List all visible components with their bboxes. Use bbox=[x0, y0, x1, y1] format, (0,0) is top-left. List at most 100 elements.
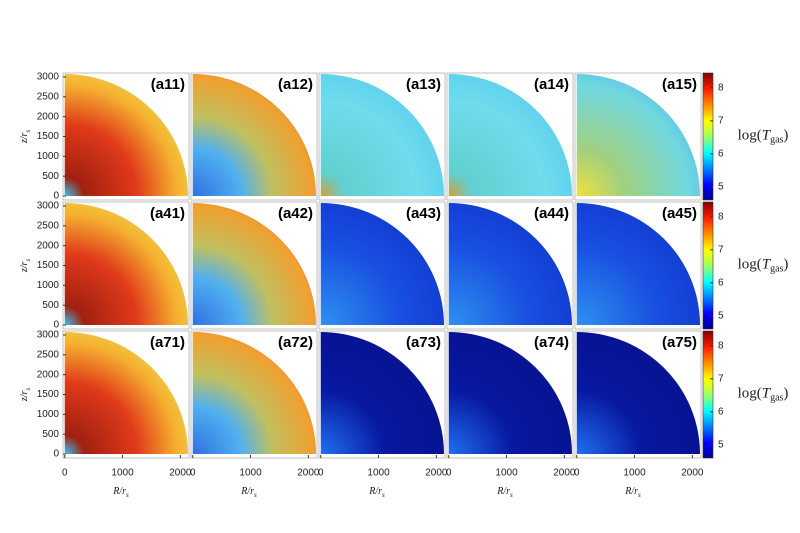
label-part: s bbox=[382, 491, 385, 499]
y-tick-label: 500 bbox=[42, 429, 59, 440]
colorbar-tick-label: 6 bbox=[718, 148, 724, 159]
temperature-map bbox=[448, 203, 572, 326]
panel-label: (a12) bbox=[278, 76, 313, 93]
label-part: z/r bbox=[19, 132, 30, 144]
colorbar-tick-label: 5 bbox=[718, 439, 724, 450]
y-tick-label: 0 bbox=[53, 320, 59, 331]
panel-label: (a71) bbox=[150, 334, 185, 351]
x-tick-label: 2000 bbox=[169, 468, 192, 479]
x-axis-label: R/rs bbox=[624, 486, 641, 498]
y-axis-label: z/rs bbox=[19, 130, 31, 145]
label-part: z/r bbox=[19, 390, 30, 402]
label-part: T bbox=[762, 386, 772, 402]
label-part: R/r bbox=[240, 486, 254, 497]
label-part: s bbox=[24, 130, 32, 133]
temperature-map bbox=[576, 74, 700, 197]
panel-label: (a42) bbox=[278, 205, 313, 222]
temperature-map bbox=[320, 203, 444, 326]
x-axis-label: R/rs bbox=[240, 486, 257, 498]
colorbar-tick-label: 8 bbox=[718, 340, 724, 351]
panel-label: (a15) bbox=[662, 76, 697, 93]
panel-label: (a73) bbox=[406, 334, 441, 351]
temperature-map bbox=[64, 332, 188, 455]
y-tick-label: 500 bbox=[42, 171, 59, 182]
temperature-map bbox=[64, 203, 188, 326]
y-tick-label: 3000 bbox=[37, 330, 60, 341]
colorbar-tick-label: 7 bbox=[718, 244, 724, 255]
panel-label: (a45) bbox=[662, 205, 697, 222]
panel-label: (a75) bbox=[662, 334, 697, 351]
temperature-map bbox=[576, 332, 700, 455]
panel-label: (a72) bbox=[278, 334, 313, 351]
label-part: T bbox=[762, 257, 772, 273]
temperature-map bbox=[576, 203, 700, 326]
panel-label: (a11) bbox=[151, 76, 185, 93]
colorbar-tick-label: 5 bbox=[718, 181, 724, 192]
colorbar-tick-label: 5 bbox=[718, 310, 724, 321]
y-tick-label: 2500 bbox=[37, 349, 60, 360]
y-tick-label: 500 bbox=[42, 300, 59, 311]
y-tick-label: 3000 bbox=[37, 72, 60, 83]
x-tick-label: 0 bbox=[574, 468, 580, 479]
x-axis-label: R/rs bbox=[368, 486, 385, 498]
colorbar-tick-label: 8 bbox=[718, 82, 724, 93]
label-part: log( bbox=[738, 257, 762, 273]
y-tick-label: 1500 bbox=[37, 131, 60, 142]
label-part: R/r bbox=[368, 486, 382, 497]
label-part: s bbox=[24, 259, 32, 262]
y-tick-label: 1500 bbox=[37, 389, 60, 400]
y-tick-label: 0 bbox=[53, 449, 59, 460]
y-tick-label: 2500 bbox=[37, 91, 60, 102]
y-axis-label: z/rs bbox=[19, 388, 31, 403]
y-tick-label: 1000 bbox=[37, 409, 60, 420]
x-tick-label: 2000 bbox=[681, 468, 704, 479]
label-part: log( bbox=[738, 128, 762, 144]
label-part: log( bbox=[738, 386, 762, 402]
y-tick-label: 3000 bbox=[37, 201, 60, 212]
panel-label: (a44) bbox=[534, 205, 569, 222]
label-part: s bbox=[126, 491, 129, 499]
x-axis-label: R/rs bbox=[112, 486, 129, 498]
x-tick-label: 1000 bbox=[367, 468, 390, 479]
label-part: s bbox=[510, 491, 513, 499]
colorbar bbox=[702, 330, 714, 459]
label-part: R/r bbox=[496, 486, 510, 497]
temperature-map bbox=[448, 332, 572, 455]
label-part: ) bbox=[783, 386, 788, 402]
panel-label: (a74) bbox=[534, 334, 569, 351]
x-tick-label: 0 bbox=[190, 468, 196, 479]
x-tick-label: 1000 bbox=[495, 468, 518, 479]
label-part: R/r bbox=[112, 486, 126, 497]
colorbar-label: log(Tgas) bbox=[738, 257, 789, 275]
label-part: gas bbox=[770, 393, 783, 404]
x-tick-label: 1000 bbox=[111, 468, 134, 479]
y-axis-label: z/rs bbox=[19, 259, 31, 274]
y-tick-label: 2000 bbox=[37, 111, 60, 122]
y-tick-label: 1500 bbox=[37, 260, 60, 271]
x-tick-label: 2000 bbox=[553, 468, 576, 479]
temperature-map bbox=[192, 74, 316, 197]
x-tick-label: 1000 bbox=[623, 468, 646, 479]
colorbar-tick-label: 6 bbox=[718, 406, 724, 417]
colorbar bbox=[702, 72, 714, 201]
x-tick-label: 0 bbox=[446, 468, 452, 479]
colorbar-label: log(Tgas) bbox=[738, 386, 789, 404]
label-part: z/r bbox=[19, 261, 30, 273]
temperature-map bbox=[320, 74, 444, 197]
y-tick-label: 2000 bbox=[37, 369, 60, 380]
temperature-map bbox=[192, 332, 316, 455]
label-part: ) bbox=[783, 257, 788, 273]
colorbar bbox=[702, 201, 714, 330]
label-part: ) bbox=[783, 128, 788, 144]
colorbar-tick-label: 7 bbox=[718, 115, 724, 126]
x-axis-label: R/rs bbox=[496, 486, 513, 498]
temperature-map bbox=[192, 203, 316, 326]
x-tick-label: 0 bbox=[62, 468, 68, 479]
label-part: s bbox=[638, 491, 641, 499]
x-tick-label: 2000 bbox=[297, 468, 320, 479]
label-part: gas bbox=[770, 135, 783, 146]
colorbar-label: log(Tgas) bbox=[738, 128, 789, 146]
x-tick-label: 2000 bbox=[425, 468, 448, 479]
temperature-map bbox=[448, 74, 572, 197]
